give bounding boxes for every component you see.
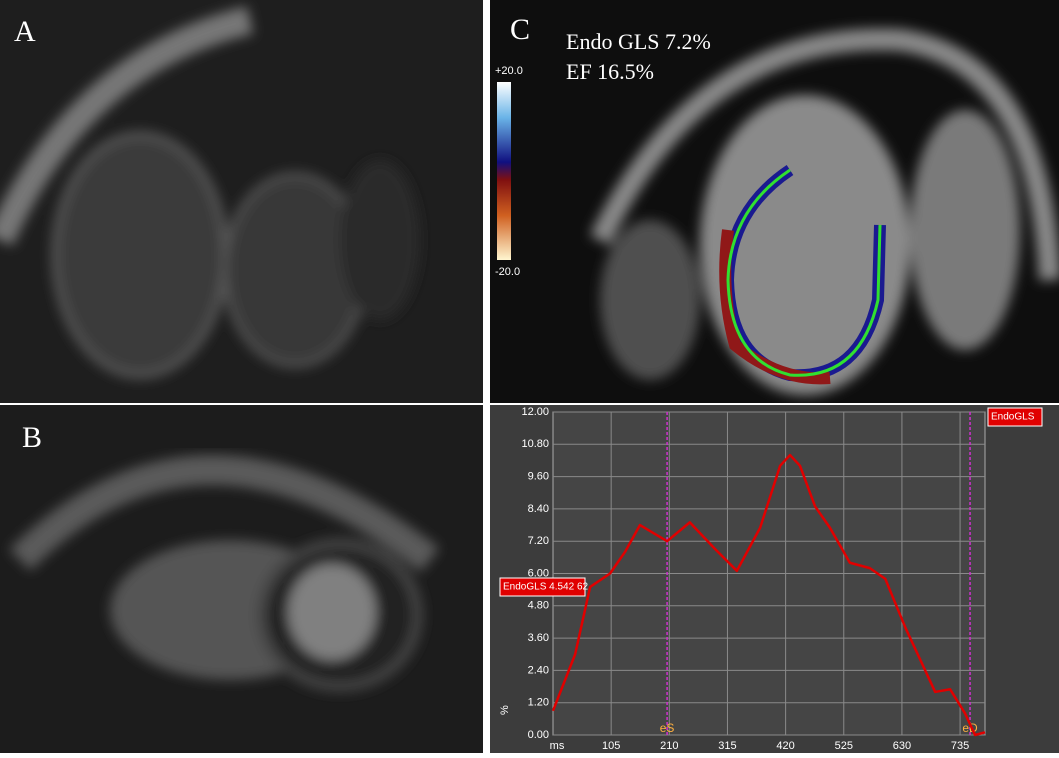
legend-label: EndoGLS <box>991 412 1035 423</box>
y-tick-label: 10.80 <box>521 438 549 450</box>
gls-text: Endo GLS 7.2% <box>566 29 711 54</box>
legend-box <box>987 407 1043 427</box>
panel-b: B <box>0 405 483 753</box>
x-axis-label: ms <box>550 740 565 752</box>
panel-c: C Endo GLS 7.2% EF 16.5% +20.0 -20.0 <box>490 0 1059 403</box>
y-tick-label: 2.40 <box>528 664 549 676</box>
ef-text: EF 16.5% <box>566 59 654 84</box>
y-tick-label: 7.20 <box>528 535 549 547</box>
x-tick-label: 420 <box>776 740 794 752</box>
x-tick-label: 210 <box>660 740 678 752</box>
x-tick-label: 315 <box>718 740 736 752</box>
panel-label: B <box>22 421 42 454</box>
x-tick-label: 525 <box>835 740 853 752</box>
y-axis-label: % <box>499 705 511 715</box>
panel-label: C <box>510 13 530 46</box>
cursor-box <box>499 577 586 597</box>
panel-a: A <box>0 0 483 403</box>
strain-curve <box>551 453 986 737</box>
cursor-label: EndoGLS 4.542 62 <box>503 582 589 593</box>
y-tick-label: 12.00 <box>521 406 549 418</box>
y-tick-label: 0.00 <box>528 729 549 741</box>
y-tick-label: 3.60 <box>528 632 549 644</box>
event-label: eS <box>660 721 675 735</box>
y-tick-label: 9.60 <box>528 471 549 483</box>
panel-d: 0.00 1.20 2.40 3.60 4.80 6.00 7.20 8.40 9.60 10.8… <box>490 405 1059 753</box>
scale-top: +20.0 <box>495 65 523 77</box>
y-tick-label: 4.80 <box>528 600 549 612</box>
y-tick-label: 6.00 <box>528 567 549 579</box>
y-tick-label: 8.40 <box>528 503 549 515</box>
scale-bottom: -20.0 <box>495 266 520 278</box>
x-tick-label: 630 <box>893 740 911 752</box>
y-tick-label: 1.20 <box>528 697 549 709</box>
panel-label: A <box>14 15 36 48</box>
x-tick-label: 735 <box>951 740 969 752</box>
x-tick-label: 105 <box>602 740 620 752</box>
